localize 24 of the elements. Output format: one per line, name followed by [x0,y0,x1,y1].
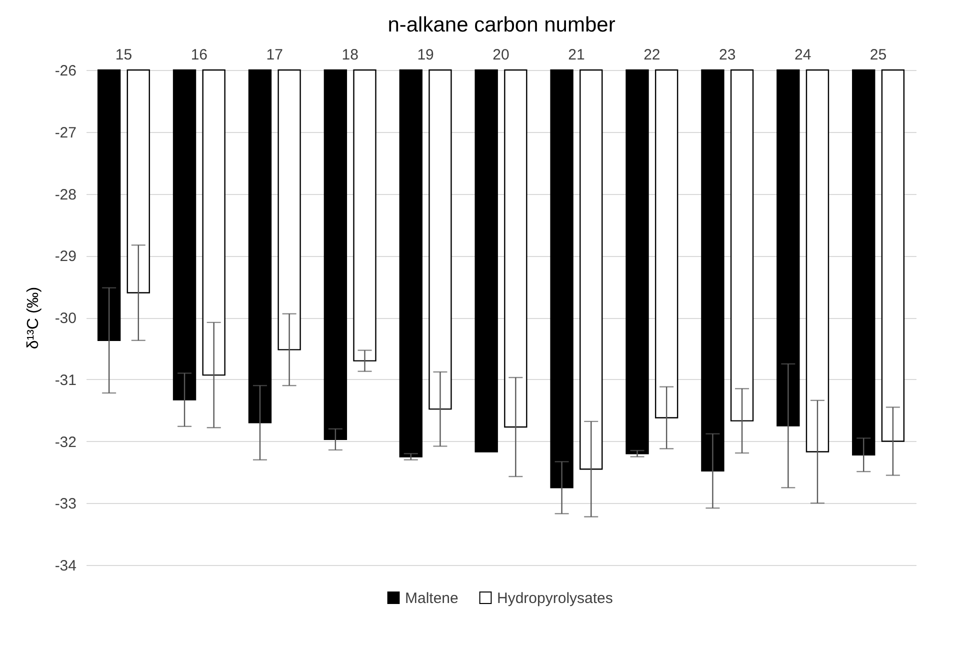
y-tick-label: -34 [54,558,76,574]
x-tick-label: 19 [417,46,434,64]
legend-label: Hydropyrolysates [497,590,613,607]
y-tick-label: -32 [54,434,76,451]
x-tick-label: 20 [492,46,510,64]
y-tick-label: -29 [54,248,76,266]
x-tick-label: 21 [568,46,585,64]
y-tick-label: -27 [54,124,76,142]
x-tick-label: 16 [190,46,208,64]
x-tick-label: 23 [719,46,736,64]
y-tick-label: -28 [54,186,76,204]
y-tick-label: -26 [54,62,76,80]
y-axis-title: δ¹³C (‰) [24,286,42,350]
y-tick-label: -33 [54,496,76,513]
x-tick-label: 17 [266,46,283,64]
x-tick-label: 25 [870,46,887,64]
x-tick-label: 18 [342,46,358,64]
x-tick-label: 22 [644,46,660,64]
y-tick-label: -31 [54,372,76,389]
legend-label: Maltene [405,590,458,607]
x-tick-label: 24 [794,46,812,64]
x-axis-title: n-alkane carbon number [388,14,616,36]
y-tick-label: -30 [54,310,76,327]
x-tick-label: 15 [115,46,132,64]
